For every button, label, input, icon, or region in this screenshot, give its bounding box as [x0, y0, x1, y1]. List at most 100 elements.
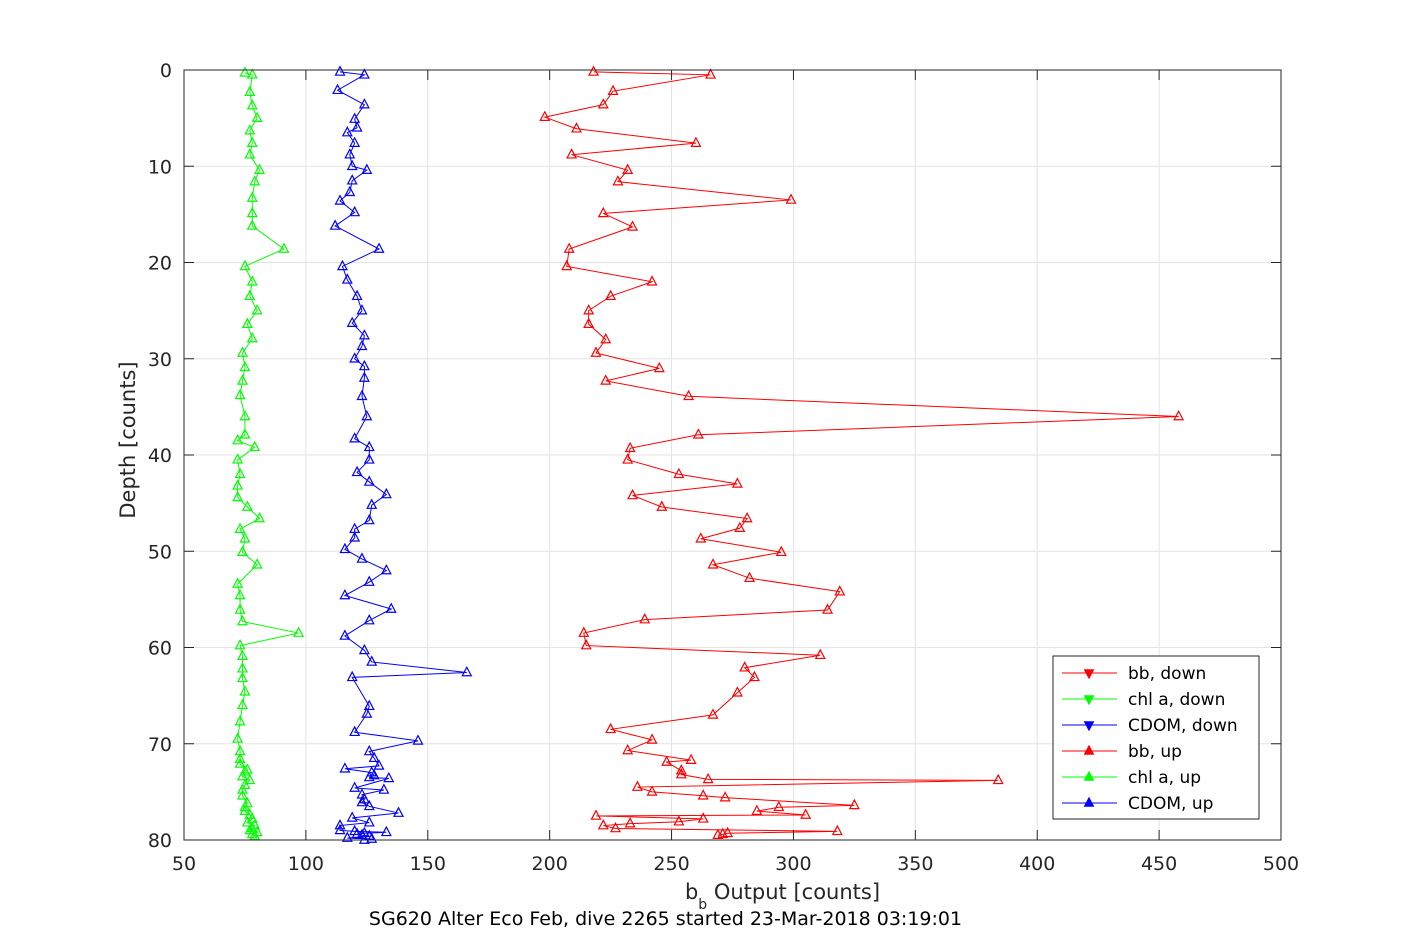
data-point: [356, 304, 368, 315]
data-point: [683, 389, 695, 401]
data-point: [690, 136, 702, 147]
data-point: [361, 409, 373, 421]
data-point: [234, 467, 246, 479]
data-point: [239, 800, 251, 812]
y-tick-label: 0: [160, 60, 172, 82]
data-point: [373, 759, 385, 770]
data-point: [597, 819, 609, 830]
data-point: [627, 220, 639, 231]
legend-item[interactable]: bb, down: [1062, 664, 1206, 684]
y-tick-label: 10: [148, 156, 172, 178]
data-point: [600, 332, 612, 344]
legend-item[interactable]: chl a, down: [1062, 690, 1225, 710]
legend-box: [1052, 655, 1260, 820]
data-point: [239, 259, 251, 271]
legend-item[interactable]: CDOM, down: [1062, 716, 1238, 736]
data-point: [239, 409, 251, 421]
data-point: [992, 773, 1004, 785]
data-point: [356, 339, 368, 351]
data-point: [358, 329, 370, 340]
legend-item[interactable]: bb, up: [1062, 742, 1182, 762]
legend-marker-icon: [1083, 695, 1095, 706]
data-point: [246, 136, 258, 147]
data-point: [368, 768, 380, 780]
data-point: [461, 665, 473, 677]
data-point: [814, 648, 826, 660]
data-point: [366, 655, 378, 666]
data-point: [380, 487, 392, 499]
data-point: [346, 316, 358, 327]
data-point: [244, 85, 256, 96]
data-point: [239, 804, 251, 815]
data-point: [702, 772, 714, 784]
data-point: [293, 626, 305, 637]
data-point: [234, 757, 246, 768]
data-point: [249, 175, 261, 186]
data-point: [656, 500, 668, 511]
data-point: [583, 304, 595, 315]
data-point: [334, 819, 346, 830]
data-point: [685, 753, 697, 764]
data-point: [775, 545, 787, 557]
legend[interactable]: bb, down chl a, down CDOM, down bb, up chl a…: [1052, 655, 1260, 820]
data-point: [751, 804, 763, 815]
data-point: [237, 769, 249, 781]
x-tick-label: 500: [1263, 853, 1299, 875]
data-point: [346, 811, 358, 822]
x-tick-label: 450: [1141, 853, 1177, 875]
data-point: [773, 800, 785, 812]
legend-marker-icon: [1083, 721, 1095, 732]
data-point: [705, 68, 717, 79]
data-point: [661, 755, 673, 766]
data-point: [349, 432, 361, 443]
data-point: [363, 475, 375, 486]
data-point: [366, 832, 378, 843]
data-point: [600, 374, 612, 385]
data-point: [590, 346, 602, 357]
data-point: [539, 110, 551, 122]
data-point: [653, 361, 665, 373]
data-point: [363, 513, 375, 525]
legend-label: CDOM, up: [1128, 794, 1213, 814]
data-point: [349, 725, 361, 737]
data-point: [363, 744, 375, 756]
data-point: [578, 626, 590, 637]
data-point: [234, 388, 246, 400]
data-point: [646, 785, 658, 796]
x-tick-label: 400: [1019, 853, 1055, 875]
data-point: [358, 359, 370, 371]
data-point: [834, 585, 846, 596]
legend-item[interactable]: chl a, up: [1062, 768, 1201, 788]
data-point: [412, 734, 424, 745]
data-point: [785, 193, 797, 204]
data-point: [356, 389, 368, 401]
data-point: [356, 552, 368, 563]
data-point: [237, 649, 249, 661]
data-point: [349, 352, 361, 363]
data-point: [363, 699, 375, 711]
data-point: [646, 275, 658, 286]
data-point: [383, 771, 395, 783]
legend-item[interactable]: CDOM, up: [1062, 794, 1213, 814]
data-point: [717, 827, 729, 839]
data-point: [278, 242, 290, 253]
data-point: [731, 686, 743, 697]
y-tick-label: 30: [148, 349, 172, 371]
data-point: [566, 148, 578, 159]
data-point: [246, 99, 258, 110]
data-point: [563, 242, 575, 253]
data-point: [358, 643, 370, 655]
data-point: [822, 603, 834, 614]
x-tick-label: 300: [775, 853, 811, 875]
data-point: [734, 521, 746, 532]
data-point: [349, 136, 361, 147]
data-point: [251, 111, 263, 122]
data-point: [692, 428, 704, 439]
data-point: [349, 112, 361, 123]
legend-marker-icon: [1083, 796, 1095, 807]
data-point: [368, 751, 380, 763]
data-point: [241, 500, 253, 511]
x-tick-label: 250: [653, 853, 689, 875]
y-tick-label: 80: [148, 830, 172, 852]
data-point: [234, 588, 246, 600]
